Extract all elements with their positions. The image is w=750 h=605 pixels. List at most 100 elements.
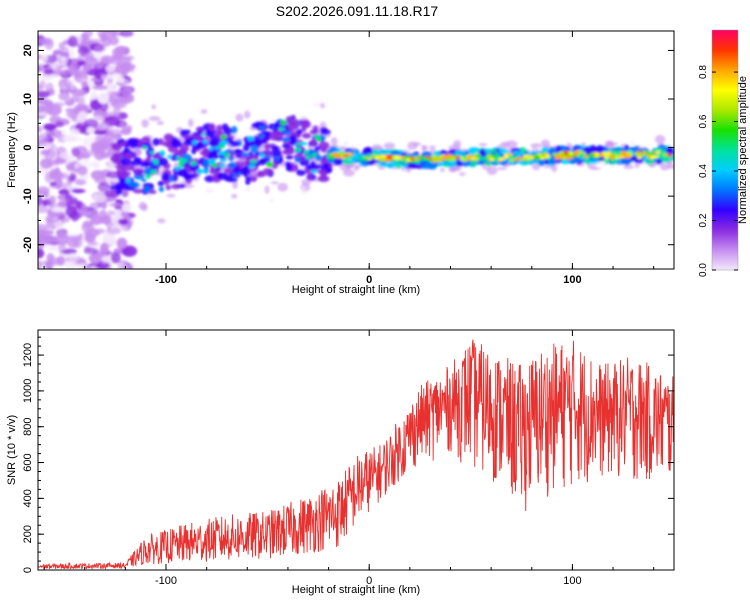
noise-blob <box>83 262 90 269</box>
noise-blob <box>99 121 110 132</box>
noise-blob <box>53 102 65 107</box>
snr-ytick-label: 0 <box>22 567 34 573</box>
ridge-blob <box>309 139 318 147</box>
bright-spot <box>282 137 290 143</box>
ridge-blob <box>179 143 190 153</box>
noise-blob <box>80 36 92 47</box>
noise-blob <box>92 85 108 90</box>
ridge-blob <box>254 140 262 148</box>
noise-blob <box>67 252 79 264</box>
halo-blob <box>458 172 466 176</box>
spectrogram-ytick-label: -10 <box>22 188 34 204</box>
ridge-blob <box>216 172 229 180</box>
noise-blob <box>49 168 58 181</box>
noise-blob <box>76 60 87 66</box>
bright-spot <box>223 152 231 158</box>
colorbar-ticks: 0.0 0.2 0.4 0.6 0.8 <box>698 65 738 277</box>
noise-blob <box>58 243 67 253</box>
noise-blob <box>83 247 99 255</box>
noise-blob <box>38 153 44 160</box>
core-blob <box>403 155 411 159</box>
ridge-blob <box>211 139 223 145</box>
ridge-blob <box>205 129 217 135</box>
ridge-blob <box>199 150 210 156</box>
noise-blob <box>99 32 108 42</box>
figure-title: S202.2026.091.11.18.R17 <box>276 3 439 19</box>
core-blob <box>356 156 366 161</box>
ridge-blob <box>433 150 442 156</box>
noise-blob <box>105 64 116 73</box>
bright-spot <box>159 150 166 157</box>
colorbar-tick-label: 0.2 <box>698 213 709 227</box>
bright-spot <box>153 160 159 165</box>
snr-frame <box>37 329 675 571</box>
noise-blob <box>80 204 88 215</box>
noise-blob <box>51 207 66 213</box>
core-blob <box>594 152 600 158</box>
core-blob <box>559 151 565 156</box>
ridge-blob <box>385 160 398 168</box>
noise-blob <box>69 173 76 182</box>
ridge-blob <box>230 125 238 134</box>
halo-blob <box>269 198 275 203</box>
halo-blob <box>456 166 462 171</box>
ridge-blob <box>245 177 251 186</box>
ridge-blob <box>123 152 135 160</box>
ridge-blob <box>223 127 233 136</box>
halo-blob <box>312 102 323 107</box>
core-blob <box>626 150 633 155</box>
bright-spot <box>142 145 148 150</box>
core-blob <box>437 156 443 161</box>
core-blob <box>461 154 468 158</box>
ridge-blob <box>111 142 123 151</box>
halo-blob <box>478 143 488 147</box>
halo-blob <box>301 178 312 186</box>
noise-blob <box>38 90 50 98</box>
ridge-blob <box>569 158 576 164</box>
ridge-blob <box>110 154 122 163</box>
ridge-blob <box>537 160 545 166</box>
ridge-blob <box>670 155 674 161</box>
ridge-blob <box>633 145 640 153</box>
ridge-blob <box>239 167 251 176</box>
bright-spot <box>303 150 310 154</box>
ridge-blob <box>274 120 283 128</box>
core-blob <box>327 155 336 160</box>
snr-xtick-label: 100 <box>563 575 581 587</box>
bright-spot <box>196 168 202 175</box>
noise-blob <box>49 129 62 138</box>
noise-blob <box>53 177 63 190</box>
bright-spot <box>295 142 303 146</box>
bright-spot <box>214 146 220 150</box>
spectrogram-xtick-label: 100 <box>563 274 581 286</box>
bright-spot <box>175 155 181 160</box>
halo-blob <box>428 145 437 149</box>
noise-blob <box>45 235 59 244</box>
spectrogram-blobs <box>38 31 674 269</box>
noise-blob <box>39 80 46 90</box>
noise-blob <box>42 103 53 113</box>
ridge-blob <box>203 158 209 167</box>
ridge-blob <box>306 164 318 170</box>
noise-blob <box>108 35 119 46</box>
halo-blob <box>320 102 326 109</box>
ridge-blob <box>234 148 242 154</box>
noise-blob <box>72 148 79 156</box>
halo-blob <box>148 116 161 122</box>
halo-blob <box>343 169 355 177</box>
noise-blob <box>119 31 134 37</box>
noise-blob <box>120 95 132 102</box>
halo-blob <box>500 141 510 147</box>
noise-blob <box>92 193 107 204</box>
noise-blob <box>38 195 43 207</box>
noise-blob <box>51 69 66 76</box>
noise-blob <box>80 153 91 159</box>
bright-spot <box>220 134 227 140</box>
halo-blob <box>264 185 270 194</box>
noise-blob <box>107 160 115 173</box>
snr-line <box>38 339 674 570</box>
snr-ytick-label: 600 <box>22 453 34 471</box>
noise-blob <box>64 81 72 89</box>
bright-spot <box>178 163 184 169</box>
halo-blob <box>243 110 251 119</box>
